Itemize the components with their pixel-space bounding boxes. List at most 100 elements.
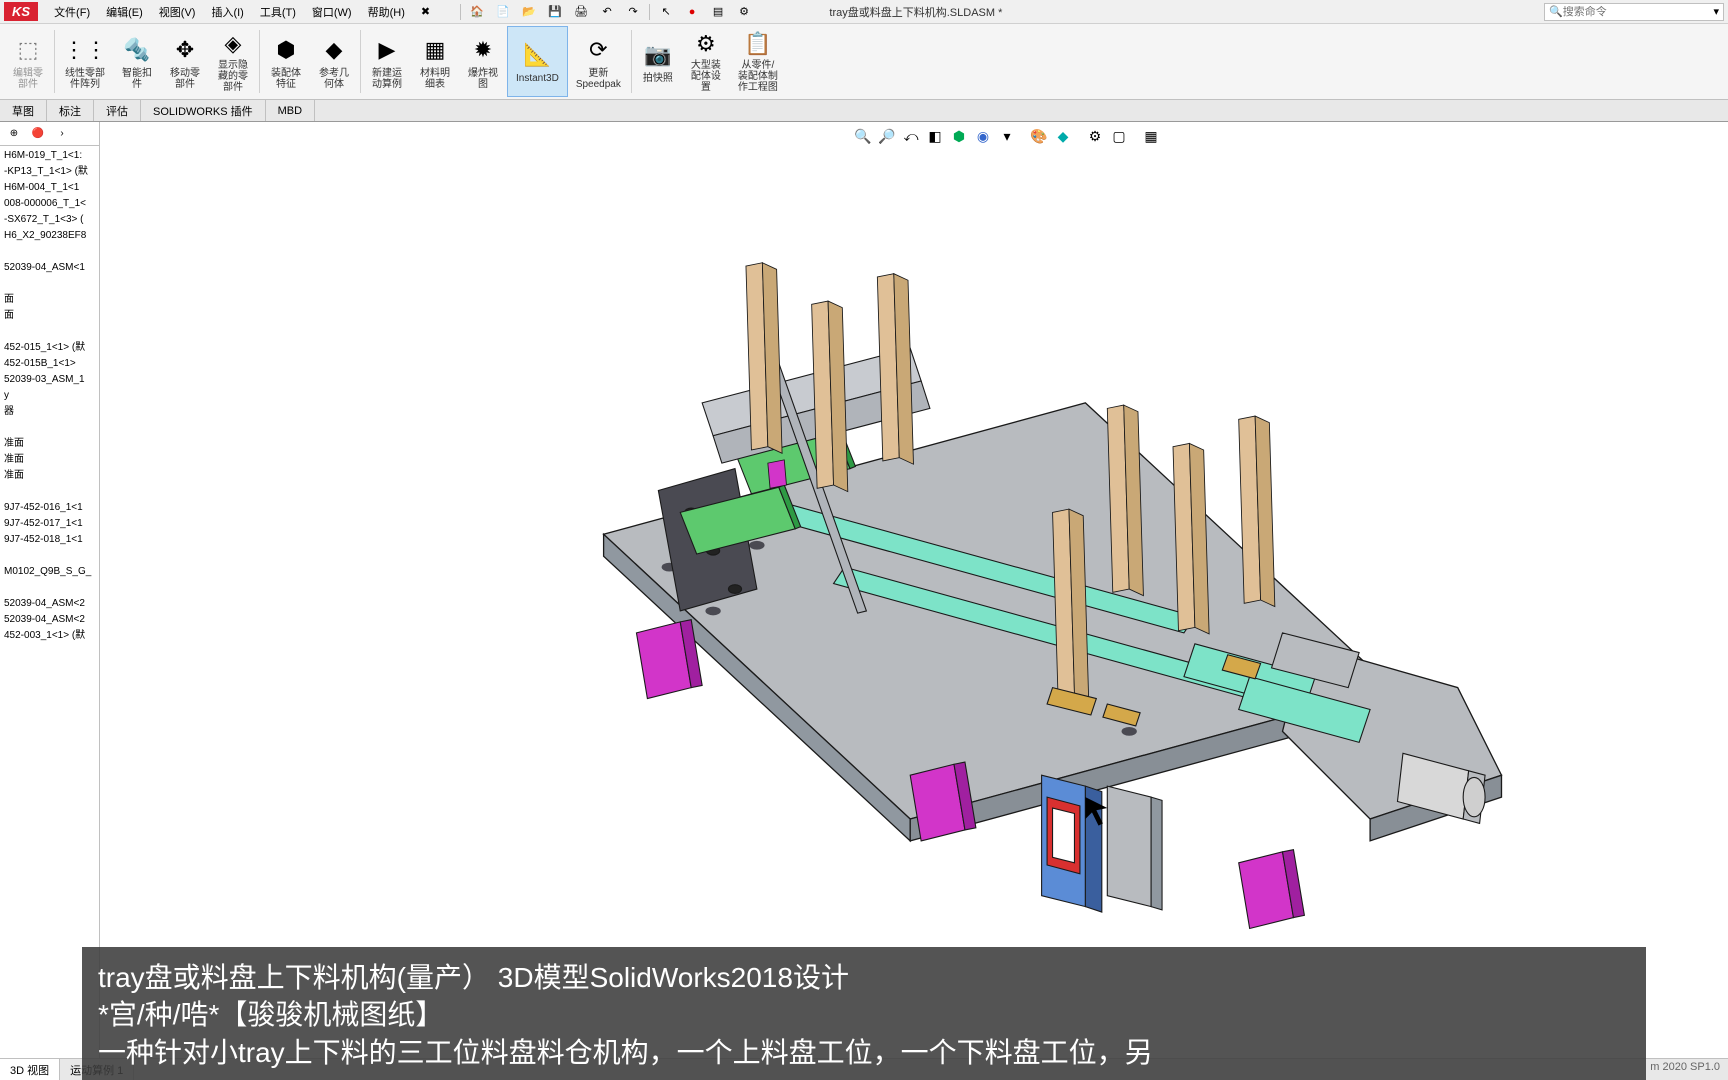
- tree-item[interactable]: 9J7-452-017_1<1: [2, 516, 97, 532]
- menu-window[interactable]: 窗口(W): [304, 2, 360, 22]
- redo-icon[interactable]: ↷: [621, 2, 645, 22]
- exploded-view-icon: ✹: [467, 34, 499, 66]
- tab-sketch[interactable]: 草图: [0, 100, 47, 121]
- undo-icon[interactable]: ↶: [595, 2, 619, 22]
- tree-item[interactable]: 008-000006_T_1<: [2, 196, 97, 212]
- menu-help[interactable]: 帮助(H): [360, 2, 413, 22]
- tree-item[interactable]: 52039-04_ASM<1: [2, 260, 97, 276]
- search-box[interactable]: 🔍 ▾: [1544, 3, 1724, 21]
- tree-item[interactable]: 9J7-452-016_1<1: [2, 500, 97, 516]
- view-setting-icon[interactable]: ⚙: [1084, 126, 1106, 146]
- search-input[interactable]: [1563, 6, 1714, 18]
- ribbon-exploded-view[interactable]: ✹ 爆炸视图: [459, 26, 507, 97]
- feature-tree-panel: ⊕ 🔴 › H6M-019_T_1<1:-KP13_T_1<1> (默H6M-0…: [0, 122, 100, 1058]
- smart-fastener-icon: 🔩: [121, 34, 153, 66]
- tree-item[interactable]: [2, 276, 97, 292]
- tree-item[interactable]: 面: [2, 292, 97, 308]
- tree-item[interactable]: [2, 420, 97, 436]
- model-3d: [220, 162, 1688, 1038]
- home-icon[interactable]: 🏠: [465, 2, 489, 22]
- ribbon-instant3d[interactable]: 📐 Instant3D: [507, 26, 568, 97]
- new-icon[interactable]: 📄: [491, 2, 515, 22]
- tab-annotate[interactable]: 标注: [47, 100, 94, 121]
- tree-item[interactable]: [2, 244, 97, 260]
- menu-tools[interactable]: 工具(T): [252, 2, 304, 22]
- menu-more-icon[interactable]: ✖: [413, 3, 438, 20]
- sidebar-tab-appearance-icon[interactable]: 🔴: [28, 125, 48, 143]
- tree-item[interactable]: 准面: [2, 436, 97, 452]
- menu-edit[interactable]: 编辑(E): [98, 2, 151, 22]
- tree-item[interactable]: H6_X2_90238EF8: [2, 228, 97, 244]
- tree-item[interactable]: [2, 548, 97, 564]
- ribbon-assembly-feature[interactable]: ⬢ 装配体特征: [262, 26, 310, 97]
- caption-line2: *宫/种/哠*【骏骏机械图纸】: [98, 996, 1630, 1034]
- ribbon-ref-geometry[interactable]: ◆ 参考几何体: [310, 26, 358, 97]
- cartoon-icon[interactable]: ▦: [1140, 126, 1162, 146]
- tree-item[interactable]: 452-015_1<1> (默: [2, 340, 97, 356]
- ribbon-snapshot[interactable]: 📷 拍快照: [634, 26, 682, 97]
- open-icon[interactable]: 📂: [517, 2, 541, 22]
- options-list-icon[interactable]: ▤: [706, 2, 730, 22]
- rebuild-icon[interactable]: ●: [680, 2, 704, 22]
- tree-item[interactable]: 面: [2, 308, 97, 324]
- app-logo: KS: [4, 2, 38, 21]
- tree-item[interactable]: 52039-04_ASM<2: [2, 612, 97, 628]
- tree-item[interactable]: 452-003_1<1> (默: [2, 628, 97, 644]
- view-orient-icon[interactable]: ⬢: [948, 126, 970, 146]
- tree-item[interactable]: y: [2, 388, 97, 404]
- ribbon-move-component[interactable]: ✥ 移动零部件: [161, 26, 209, 97]
- ribbon-linear-pattern[interactable]: ⋮⋮ 线性零部件阵列: [57, 26, 113, 97]
- perspective-icon[interactable]: ▢: [1108, 126, 1130, 146]
- ribbon-edit-component[interactable]: ⬚ 编辑零部件: [4, 26, 52, 97]
- ribbon-smart-fastener[interactable]: 🔩 智能扣件: [113, 26, 161, 97]
- tree-item[interactable]: 52039-03_ASM_1: [2, 372, 97, 388]
- ribbon-make-drawing[interactable]: 📋 从零件/装配体制作工程图: [730, 26, 786, 97]
- ribbon-show-hidden[interactable]: ◈ 显示隐藏的零部件: [209, 26, 257, 97]
- zoom-fit-icon[interactable]: 🔍: [852, 126, 874, 146]
- tree-item[interactable]: [2, 484, 97, 500]
- document-title: tray盘或料盘上下料机构.SLDASM *: [829, 4, 1002, 20]
- tree-item[interactable]: M0102_Q9B_S_G_: [2, 564, 97, 580]
- menu-view[interactable]: 视图(V): [151, 2, 204, 22]
- tree-item[interactable]: -SX672_T_1<3> (: [2, 212, 97, 228]
- tree-item[interactable]: 9J7-452-018_1<1: [2, 532, 97, 548]
- edit-appearance-icon[interactable]: 🎨: [1028, 126, 1050, 146]
- ribbon-speedpak[interactable]: ⟳ 更新Speedpak: [568, 26, 629, 97]
- viewport[interactable]: 🔍 🔎 ⤺ ◧ ⬢ ◉ ▾ 🎨 ◆ ⚙ ▢ ▦: [100, 122, 1728, 1058]
- tree-item[interactable]: 准面: [2, 452, 97, 468]
- tab-evaluate[interactable]: 评估: [94, 100, 141, 121]
- print-icon[interactable]: 🖨: [569, 2, 593, 22]
- tree-item[interactable]: H6M-004_T_1<1: [2, 180, 97, 196]
- search-dropdown-icon[interactable]: ▾: [1713, 5, 1719, 18]
- menu-file[interactable]: 文件(F): [46, 2, 98, 22]
- bottom-tab-3d-view[interactable]: 3D 视图: [0, 1059, 60, 1080]
- tree-item[interactable]: 52039-04_ASM<2: [2, 596, 97, 612]
- tab-sw-addins[interactable]: SOLIDWORKS 插件: [141, 100, 266, 121]
- tree-item[interactable]: H6M-019_T_1<1:: [2, 148, 97, 164]
- menu-insert[interactable]: 插入(I): [203, 2, 251, 22]
- menubar: KS 文件(F) 编辑(E) 视图(V) 插入(I) 工具(T) 窗口(W) 帮…: [0, 0, 1728, 24]
- tree-item[interactable]: [2, 580, 97, 596]
- display-style-icon[interactable]: ◉: [972, 126, 994, 146]
- hide-show-icon[interactable]: ▾: [996, 126, 1018, 146]
- tree-item[interactable]: 452-015B_1<1>: [2, 356, 97, 372]
- apply-scene-icon[interactable]: ◆: [1052, 126, 1074, 146]
- tab-mbd[interactable]: MBD: [266, 100, 315, 121]
- ribbon-large-assembly[interactable]: ⚙ 大型装配体设置: [682, 26, 730, 97]
- section-view-icon[interactable]: ◧: [924, 126, 946, 146]
- zoom-prev-icon[interactable]: ⤺: [900, 126, 922, 146]
- save-icon[interactable]: 💾: [543, 2, 567, 22]
- tree-item[interactable]: -KP13_T_1<1> (默: [2, 164, 97, 180]
- tree-item[interactable]: 器: [2, 404, 97, 420]
- sidebar-tab-more-icon[interactable]: ›: [52, 125, 72, 143]
- tree-item[interactable]: 准面: [2, 468, 97, 484]
- feature-tree[interactable]: H6M-019_T_1<1:-KP13_T_1<1> (默H6M-004_T_1…: [0, 146, 99, 646]
- settings-icon[interactable]: ⚙: [732, 2, 756, 22]
- select-icon[interactable]: ↖: [654, 2, 678, 22]
- status-version: m 2020 SP1.0: [1642, 1059, 1728, 1080]
- tree-item[interactable]: [2, 324, 97, 340]
- ribbon-bom[interactable]: ▦ 材料明细表: [411, 26, 459, 97]
- ribbon-new-motion[interactable]: ▶ 新建运动算例: [363, 26, 411, 97]
- sidebar-tab-tree-icon[interactable]: ⊕: [4, 125, 24, 143]
- zoom-area-icon[interactable]: 🔎: [876, 126, 898, 146]
